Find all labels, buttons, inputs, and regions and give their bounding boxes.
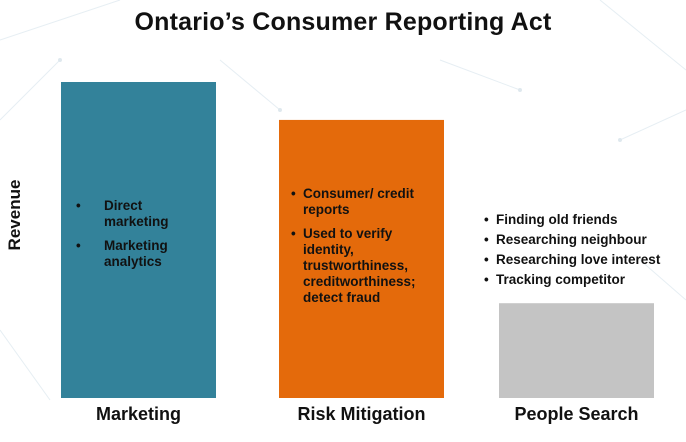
bullet-item: Finding old friends xyxy=(484,212,684,228)
chart-title: Ontario’s Consumer Reporting Act xyxy=(134,8,552,36)
bullet-item: Used to verify identity, trustworthiness… xyxy=(291,226,441,306)
people-search-bullets: Finding old friends Researching neighbou… xyxy=(484,212,684,292)
bar-people-search xyxy=(499,303,654,398)
category-label-people-search: People Search xyxy=(514,404,639,424)
bullet-item: Marketing analytics xyxy=(76,238,206,270)
marketing-bullets: Direct marketing Marketing analytics xyxy=(76,198,206,278)
category-label-marketing: Marketing xyxy=(95,404,182,424)
bullet-item: Researching neighbour xyxy=(484,232,684,248)
bullet-item: Direct marketing xyxy=(76,198,206,230)
bullet-item: Tracking competitor xyxy=(484,272,684,288)
risk-mitigation-bullets: Consumer/ credit reports Used to verify … xyxy=(291,186,441,314)
category-label-risk-mitigation: Risk Mitigation xyxy=(297,404,426,424)
bullet-item: Researching love interest xyxy=(484,252,684,268)
bullet-item: Consumer/ credit reports xyxy=(291,186,441,218)
